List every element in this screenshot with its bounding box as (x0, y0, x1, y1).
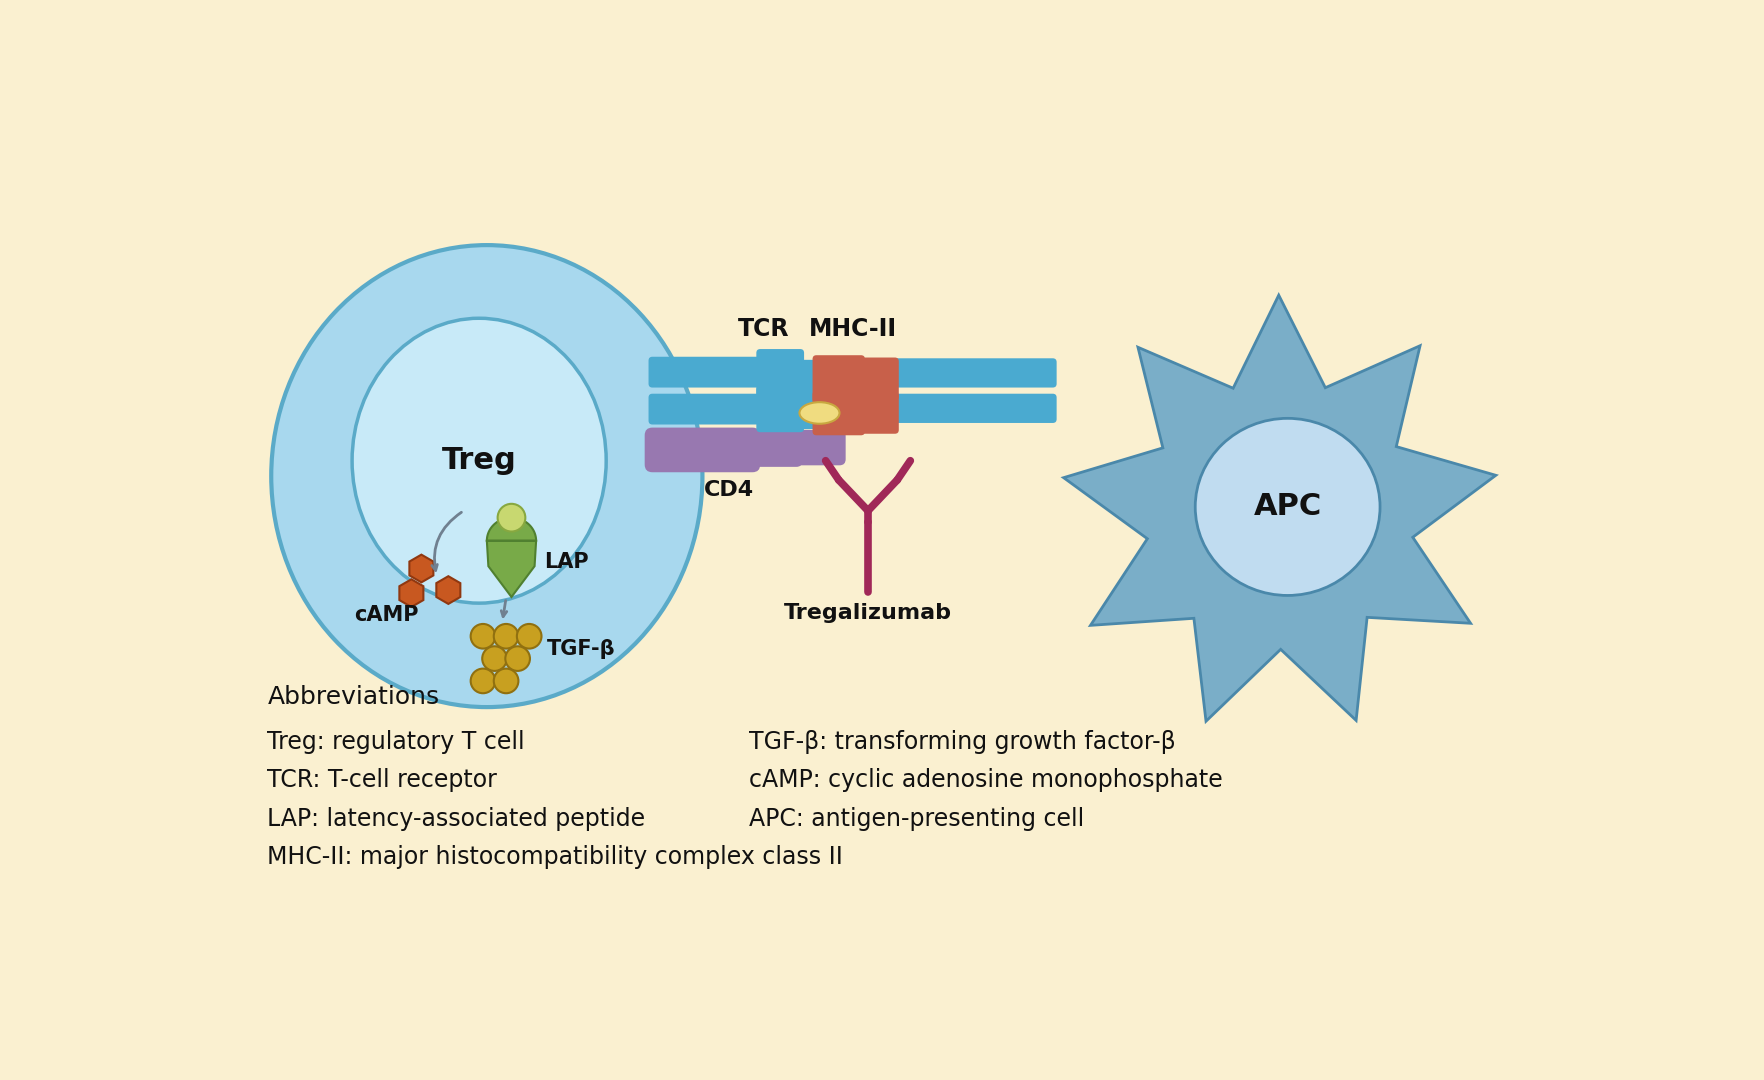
Text: TGF-β: transforming growth factor-β: TGF-β: transforming growth factor-β (748, 730, 1175, 754)
Circle shape (517, 624, 542, 649)
Circle shape (494, 624, 519, 649)
Text: TCR: TCR (737, 318, 789, 341)
Circle shape (471, 624, 496, 649)
Polygon shape (436, 577, 460, 604)
FancyBboxPatch shape (887, 394, 1057, 423)
Text: MHC-II: major histocompatibility complex class II: MHC-II: major histocompatibility complex… (266, 846, 843, 869)
Text: LAP: LAP (545, 552, 589, 572)
Text: TCR: T-cell receptor: TCR: T-cell receptor (266, 768, 497, 793)
FancyBboxPatch shape (811, 391, 864, 435)
Polygon shape (399, 579, 423, 607)
FancyBboxPatch shape (757, 349, 804, 396)
Ellipse shape (1194, 418, 1379, 595)
Ellipse shape (799, 402, 840, 423)
Text: MHC-II: MHC-II (808, 318, 896, 341)
Text: cAMP: cAMP (355, 606, 418, 625)
FancyBboxPatch shape (790, 392, 826, 429)
FancyBboxPatch shape (647, 394, 774, 424)
FancyBboxPatch shape (757, 386, 804, 432)
Ellipse shape (497, 503, 526, 531)
Polygon shape (1064, 295, 1496, 721)
Circle shape (471, 669, 496, 693)
Text: CD4: CD4 (704, 480, 753, 500)
FancyBboxPatch shape (780, 430, 845, 465)
Text: APC: antigen-presenting cell: APC: antigen-presenting cell (748, 807, 1083, 831)
Circle shape (482, 646, 506, 671)
Text: Treg: Treg (441, 446, 517, 475)
FancyBboxPatch shape (736, 430, 803, 467)
Polygon shape (409, 555, 434, 582)
Polygon shape (487, 517, 536, 597)
Ellipse shape (351, 319, 605, 603)
Text: Tregalizumab: Tregalizumab (783, 603, 951, 623)
Ellipse shape (272, 245, 702, 707)
Text: LAP: latency-associated peptide: LAP: latency-associated peptide (266, 807, 646, 831)
Circle shape (494, 669, 519, 693)
FancyBboxPatch shape (647, 356, 774, 388)
Text: Abbreviations: Abbreviations (266, 686, 439, 710)
Circle shape (505, 646, 529, 671)
FancyBboxPatch shape (852, 392, 898, 434)
FancyBboxPatch shape (887, 359, 1057, 388)
Text: APC: APC (1252, 492, 1321, 522)
Text: TGF-β: TGF-β (547, 639, 616, 660)
FancyBboxPatch shape (790, 360, 826, 401)
Text: cAMP: cyclic adenosine monophosphate: cAMP: cyclic adenosine monophosphate (748, 768, 1222, 793)
FancyBboxPatch shape (852, 357, 898, 401)
Text: Treg: regulatory T cell: Treg: regulatory T cell (266, 730, 524, 754)
FancyBboxPatch shape (811, 355, 864, 403)
FancyBboxPatch shape (644, 428, 760, 472)
